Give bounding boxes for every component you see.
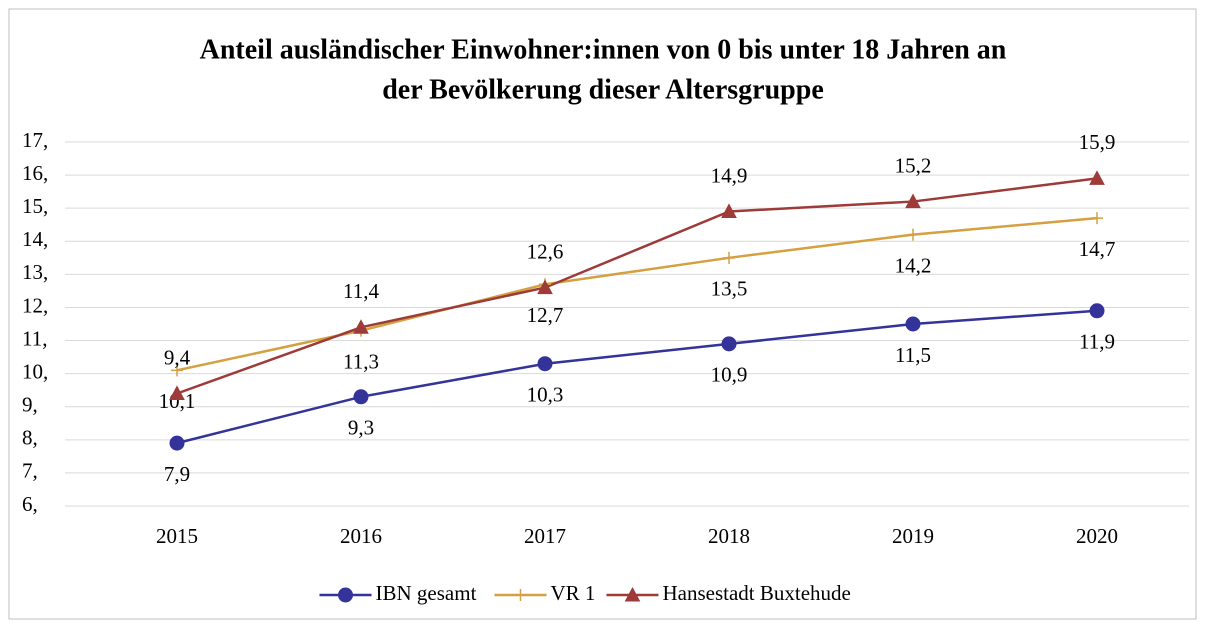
chart-border [8,8,1197,620]
data-label: 15,9 [1079,130,1116,154]
data-point [905,193,921,209]
y-tick-label: 9, [22,393,38,417]
data-label: 11,5 [895,343,931,367]
data-label: 11,9 [1079,330,1115,354]
data-label: 7,9 [164,462,190,486]
y-tick-label: 6, [22,492,38,516]
x-tick-label: 2020 [1076,524,1118,548]
x-tick-label: 2017 [524,524,566,548]
data-point [1091,212,1103,225]
data-label: 14,9 [711,163,748,187]
series-line [176,309,1098,445]
data-point [537,356,553,372]
y-tick-label: 15, [22,194,48,218]
y-tick-label: 13, [22,260,48,284]
legend-marker [624,586,641,602]
x-tick-label: 2015 [156,524,198,548]
data-label: 14,7 [1079,237,1116,261]
y-tick-label: 7, [22,459,38,483]
legend-label: IBN gesamt [376,581,477,605]
data-label: 12,7 [527,303,564,327]
y-tick-label: 10, [22,359,48,383]
data-label: 10,3 [527,383,564,407]
y-tick-label: 12, [22,293,48,317]
data-label: 12,6 [527,239,564,263]
data-label: 9,3 [348,416,374,440]
data-point [353,389,369,405]
data-point [169,435,185,451]
data-point [171,364,183,377]
x-tick-label: 2019 [892,524,934,548]
legend-label: VR 1 [551,581,596,605]
data-point [1089,170,1105,185]
chart-title-line: der Bevölkerung dieser Altersgruppe [382,74,824,105]
y-tick-label: 8, [22,426,38,450]
data-label: 9,4 [164,345,191,369]
data-point [723,251,735,264]
x-tick-label: 2016 [340,524,382,548]
y-tick-label: 14, [22,227,48,251]
data-point [169,385,185,400]
x-tick-label: 2018 [708,524,750,548]
legend-label: Hansestadt Buxtehude [663,581,851,605]
data-label: 10,9 [711,363,748,387]
chart-title-line: Anteil ausländischer Einwohner:innen von… [200,34,1007,65]
data-label: 11,4 [343,279,379,303]
data-label: 11,3 [343,349,379,373]
series-line [176,177,1098,395]
legend-marker [514,589,527,601]
y-tick-label: 11, [22,326,47,350]
data-point [353,319,369,334]
legend-marker [338,587,353,603]
y-tick-label: 17, [22,128,48,152]
data-point [721,336,737,352]
data-point [1089,303,1105,319]
y-tick-label: 16, [22,161,48,185]
data-point [537,279,553,295]
data-label: 14,2 [895,253,932,277]
data-label: 13,5 [711,277,748,301]
data-point [721,203,737,218]
data-point [907,228,919,241]
data-label: 15,2 [895,153,932,177]
data-point [905,316,921,332]
